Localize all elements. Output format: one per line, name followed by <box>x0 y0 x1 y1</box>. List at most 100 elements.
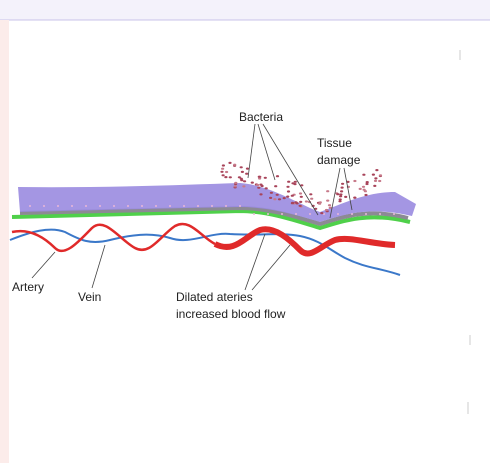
bacterium <box>287 181 290 183</box>
cell-dot <box>267 213 269 215</box>
cell-dot <box>29 205 31 207</box>
bacterium <box>287 190 290 192</box>
bacterium <box>291 182 294 184</box>
cell-dot <box>239 205 241 207</box>
bacterium <box>320 212 323 214</box>
cell-dot <box>253 213 255 215</box>
diagram: Bacteria Tissue damage Artery Vein Dilat… <box>0 0 490 463</box>
artery-label: Artery <box>12 280 44 294</box>
cell-dot <box>281 213 283 215</box>
vein-label: Vein <box>78 290 101 304</box>
bacterium <box>234 185 237 187</box>
bacterium <box>299 201 302 203</box>
bacterium <box>276 194 279 196</box>
bacterium <box>276 175 279 177</box>
cell-dot <box>155 205 157 207</box>
bacterium <box>286 196 289 198</box>
bacterium <box>310 198 313 200</box>
cell-dot <box>337 213 339 215</box>
bacterium <box>228 162 231 164</box>
bacterium <box>251 182 254 184</box>
cell-dot <box>295 213 297 215</box>
bacterium <box>326 190 329 192</box>
bacterium <box>374 180 377 182</box>
bacterium <box>257 187 260 189</box>
bacterium <box>241 171 244 173</box>
bacterium <box>283 197 286 199</box>
bacterium <box>291 195 294 197</box>
tissue-damage-label: damage <box>317 153 361 167</box>
bacterium <box>319 201 322 203</box>
bacterium <box>222 164 225 166</box>
cell-dot <box>169 205 171 207</box>
bacterium <box>278 198 281 200</box>
bacterium <box>341 183 344 185</box>
bacterium <box>242 185 245 187</box>
cell-dot <box>351 213 353 215</box>
cell-dot <box>141 205 143 207</box>
bacterium <box>353 180 356 182</box>
bacterium <box>363 189 366 191</box>
cell-dot <box>183 205 185 207</box>
bacterium <box>362 174 365 176</box>
bacterium <box>270 192 273 194</box>
cell-dot <box>43 205 45 207</box>
bacterium <box>259 193 262 195</box>
bacterium <box>256 184 259 186</box>
bacterium <box>329 207 332 209</box>
bacterium <box>245 173 248 175</box>
cell-dot <box>197 205 199 207</box>
bacterium <box>339 193 342 195</box>
background <box>0 0 490 463</box>
cell-dot <box>113 205 115 207</box>
bacterium <box>373 185 376 187</box>
bacterium <box>233 164 236 166</box>
tissue-damage-label: Tissue <box>317 136 352 150</box>
bacterium <box>359 188 362 190</box>
bacterium <box>366 181 369 183</box>
bacterium <box>326 200 329 202</box>
bacterium <box>379 174 382 176</box>
left-strip <box>0 20 9 463</box>
cell-dot <box>225 205 227 207</box>
bacterium <box>240 166 243 168</box>
bacterium <box>229 176 232 178</box>
bacterium <box>269 197 272 199</box>
bacterium <box>375 169 378 171</box>
bacterium <box>243 180 246 182</box>
bacterium <box>222 174 225 176</box>
bacterium <box>344 196 347 198</box>
bacterium <box>328 204 331 206</box>
cell-dot <box>71 205 73 207</box>
cell-dot <box>309 213 311 215</box>
bacterium <box>353 197 356 199</box>
bacterium <box>300 196 303 198</box>
bacterium <box>221 168 224 170</box>
bacterium <box>258 176 261 178</box>
bacterium <box>240 179 243 181</box>
cell-dot <box>211 205 213 207</box>
bacterium <box>238 176 241 178</box>
bacterium <box>340 190 343 192</box>
bacterium <box>291 202 294 204</box>
dilated-label: increased blood flow <box>176 307 286 321</box>
bacterium <box>325 209 328 211</box>
cell-dot <box>85 205 87 207</box>
dilated-label: Dilated ateries <box>176 290 253 304</box>
bacterium <box>364 194 367 196</box>
bacterium <box>294 201 297 203</box>
top-bar <box>0 0 490 20</box>
bacterium <box>299 205 302 207</box>
bacterium <box>372 174 375 176</box>
cell-dot <box>57 205 59 207</box>
bacterium <box>264 177 267 179</box>
bacterium <box>261 185 264 187</box>
bacterium <box>234 182 237 184</box>
cell-dot <box>365 213 367 215</box>
bacterium <box>336 193 339 195</box>
cell-dot <box>379 213 381 215</box>
cell-dot <box>99 205 101 207</box>
bacterium <box>341 187 344 189</box>
bacterium <box>286 186 289 188</box>
cell-dot <box>127 205 129 207</box>
